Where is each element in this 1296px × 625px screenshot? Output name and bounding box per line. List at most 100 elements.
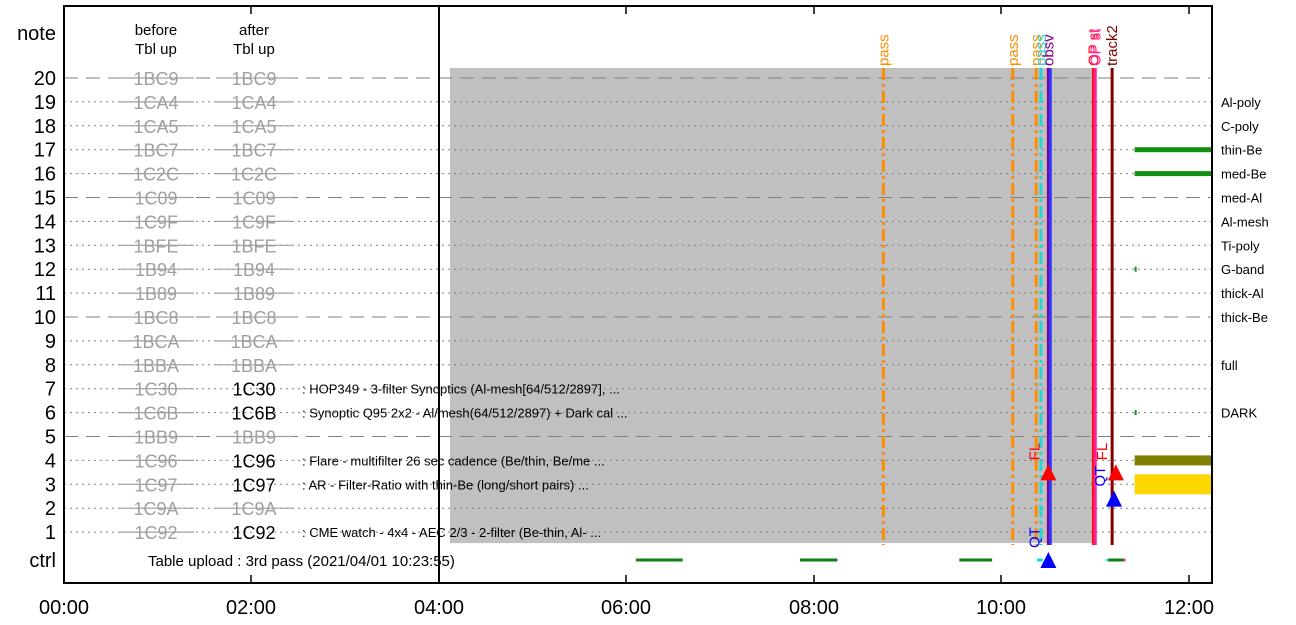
after-code-20: 1BC9 bbox=[231, 69, 276, 89]
before-code-20: 1BC9 bbox=[133, 69, 178, 89]
marker-label-2: FL bbox=[1094, 443, 1111, 461]
ctrl-segment-3 bbox=[1037, 558, 1043, 562]
note-number-7: 7 bbox=[45, 379, 56, 401]
x-tick-label-0: 00:00 bbox=[39, 597, 89, 619]
after-code-3: 1C97 bbox=[232, 475, 275, 495]
program-description-4: : Flare - multifilter 26 sec cadence (Be… bbox=[302, 453, 605, 468]
x-tick-label-5: 10:00 bbox=[976, 597, 1026, 619]
before-code-7: 1C30 bbox=[134, 380, 177, 400]
note-number-9: 9 bbox=[45, 331, 56, 353]
after-code-18: 1CA5 bbox=[231, 117, 276, 137]
marker-label-0: FL bbox=[1026, 443, 1043, 461]
before-code-10: 1BC8 bbox=[133, 308, 178, 328]
x-tick-label-3: 06:00 bbox=[601, 597, 651, 619]
marker-label-1: QT bbox=[1026, 527, 1043, 548]
note-number-19: 19 bbox=[34, 92, 56, 114]
markers-layer: FL QT FL QT bbox=[1026, 443, 1124, 568]
after-header-line1: after bbox=[239, 22, 269, 39]
event-label-4: obsv bbox=[1040, 34, 1057, 66]
note-number-10: 10 bbox=[34, 307, 56, 329]
x-tick-label-2: 04:00 bbox=[414, 597, 464, 619]
filter-label-13: Ti-poly bbox=[1221, 238, 1260, 253]
before-code-13: 1BFE bbox=[133, 236, 178, 256]
filter-label-15: med-Al bbox=[1221, 191, 1262, 206]
filter-bar-0 bbox=[1134, 147, 1212, 153]
filter-bar-5 bbox=[1134, 474, 1212, 495]
filter-label-14: Al-mesh bbox=[1221, 214, 1269, 229]
before-code-17: 1BC7 bbox=[133, 141, 178, 161]
after-code-12: 1B94 bbox=[233, 260, 275, 280]
table-upload-note: Table upload : 3rd pass (2021/04/01 10:2… bbox=[148, 553, 455, 570]
before-code-11: 1B89 bbox=[135, 284, 177, 304]
after-code-7: 1C30 bbox=[232, 380, 275, 400]
axes-layer: 00:00 02:00 04:00 06:00 08:00 10:00 12:00 bbox=[39, 6, 1214, 619]
filter-bar-1 bbox=[1134, 171, 1212, 177]
before-code-3: 1C97 bbox=[134, 475, 177, 495]
before-code-9: 1BCA bbox=[132, 332, 179, 352]
after-code-8: 1BBA bbox=[231, 356, 277, 376]
event-label-7: OP st bbox=[1087, 28, 1104, 66]
before-code-15: 1C09 bbox=[134, 189, 177, 209]
program-description-7: : HOP349 - 3-filter Synoptics (Al-mesh[6… bbox=[302, 382, 620, 397]
event-label-0: pass bbox=[875, 34, 892, 66]
filter-label-11: thick-Al bbox=[1221, 286, 1264, 301]
note-number-2: 2 bbox=[45, 498, 56, 520]
x-tick-label-6: 12:00 bbox=[1164, 597, 1214, 619]
before-code-5: 1BB9 bbox=[134, 428, 178, 448]
note-number-6: 6 bbox=[45, 403, 56, 425]
before-header-line2: Tbl up bbox=[135, 41, 177, 58]
note-number-4: 4 bbox=[45, 450, 56, 472]
filter-label-18: C-poly bbox=[1221, 119, 1259, 134]
before-code-14: 1C9F bbox=[134, 212, 178, 232]
event-label-6: OP st bbox=[1085, 28, 1102, 66]
marker-triangle-0 bbox=[1040, 464, 1057, 481]
filter-bar-2 bbox=[1134, 266, 1137, 272]
after-code-6: 1C6B bbox=[231, 404, 276, 424]
after-code-15: 1C09 bbox=[232, 189, 275, 209]
after-header-line2: Tbl up bbox=[233, 41, 275, 58]
before-code-12: 1B94 bbox=[135, 260, 177, 280]
after-code-19: 1CA4 bbox=[231, 93, 276, 113]
filter-label-8: full bbox=[1221, 358, 1238, 373]
marker-triangle-1 bbox=[1040, 552, 1057, 568]
note-number-17: 17 bbox=[34, 140, 56, 162]
before-code-8: 1BBA bbox=[133, 356, 179, 376]
before-code-1: 1C92 bbox=[134, 523, 177, 543]
filter-label-12: G-band bbox=[1221, 262, 1264, 277]
ctrl-segment-5 bbox=[1108, 558, 1126, 562]
filter-bar-4 bbox=[1134, 455, 1212, 466]
before-code-4: 1C96 bbox=[134, 451, 177, 471]
filter-bar-3 bbox=[1134, 410, 1137, 416]
ctrl-axis-label: ctrl bbox=[29, 550, 56, 572]
x-tick-label-1: 02:00 bbox=[226, 597, 276, 619]
note-number-5: 5 bbox=[45, 427, 56, 449]
after-code-17: 1BC7 bbox=[231, 141, 276, 161]
before-code-18: 1CA5 bbox=[133, 117, 178, 137]
after-code-13: 1BFE bbox=[231, 236, 276, 256]
note-number-14: 14 bbox=[34, 211, 56, 233]
note-number-13: 13 bbox=[34, 235, 56, 257]
event-label-3: pass bbox=[1033, 34, 1050, 66]
after-code-16: 1C2C bbox=[231, 165, 277, 185]
after-code-2: 1C9A bbox=[231, 499, 276, 519]
before-code-6: 1C6B bbox=[133, 404, 178, 424]
before-code-2: 1C9A bbox=[133, 499, 178, 519]
filter-bars-layer bbox=[1134, 147, 1212, 495]
marker-label-3: QT bbox=[1092, 466, 1109, 487]
after-code-1: 1C92 bbox=[232, 523, 275, 543]
note-number-1: 1 bbox=[45, 522, 56, 544]
after-code-11: 1B89 bbox=[233, 284, 275, 304]
y-axis-title: note bbox=[17, 23, 56, 45]
after-code-9: 1BCA bbox=[230, 332, 277, 352]
ctrl-segment-2 bbox=[959, 558, 993, 562]
event-label-2: pass bbox=[1028, 34, 1045, 66]
note-number-8: 8 bbox=[45, 355, 56, 377]
shaded-region-layer bbox=[450, 68, 1094, 544]
note-number-11: 11 bbox=[35, 283, 56, 305]
after-code-14: 1C9F bbox=[232, 212, 276, 232]
after-code-5: 1BB9 bbox=[232, 428, 276, 448]
after-code-10: 1BC8 bbox=[231, 308, 276, 328]
after-code-4: 1C96 bbox=[232, 451, 275, 471]
